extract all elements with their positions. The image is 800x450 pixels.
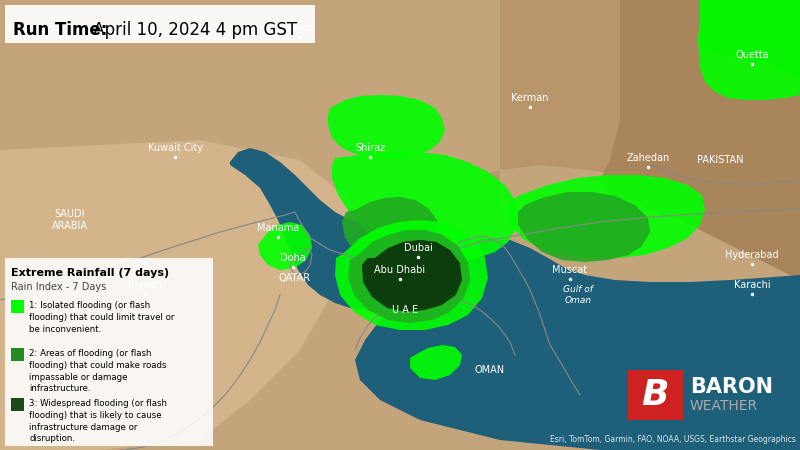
Text: PAKISTAN: PAKISTAN xyxy=(697,155,743,165)
Polygon shape xyxy=(0,140,350,450)
Bar xyxy=(628,370,683,420)
Text: Kerman: Kerman xyxy=(511,93,549,103)
Bar xyxy=(11,398,24,411)
Text: Run Time:: Run Time: xyxy=(13,21,107,39)
Text: Muscat: Muscat xyxy=(553,265,587,275)
Text: BARON: BARON xyxy=(690,377,773,397)
Polygon shape xyxy=(362,240,460,310)
Text: B: B xyxy=(642,378,669,412)
Text: WEATHER: WEATHER xyxy=(690,399,758,413)
Text: Hyderabad: Hyderabad xyxy=(725,250,779,260)
Text: Karachi: Karachi xyxy=(734,280,770,290)
Polygon shape xyxy=(332,152,518,263)
Bar xyxy=(11,348,24,361)
Text: Extreme Rainfall (7 days): Extreme Rainfall (7 days) xyxy=(11,268,169,278)
Text: OMAN: OMAN xyxy=(475,365,505,375)
Text: Ahvaz: Ahvaz xyxy=(285,23,315,33)
Polygon shape xyxy=(600,0,800,280)
Polygon shape xyxy=(230,148,430,310)
Polygon shape xyxy=(342,197,440,265)
Polygon shape xyxy=(258,222,312,270)
Text: U A E: U A E xyxy=(392,305,418,315)
Text: Abu Dhabi: Abu Dhabi xyxy=(374,265,426,275)
Polygon shape xyxy=(410,345,462,380)
Polygon shape xyxy=(700,0,800,80)
Polygon shape xyxy=(348,230,470,323)
Polygon shape xyxy=(362,240,462,312)
Text: Esri, TomTom, Garmin, FAO, NOAA, USGS, Earthstar Geographics: Esri, TomTom, Garmin, FAO, NOAA, USGS, E… xyxy=(550,435,796,444)
Text: 3: Widespread flooding (or flash
flooding) that is likely to cause
infrastructur: 3: Widespread flooding (or flash floodin… xyxy=(29,399,167,443)
Polygon shape xyxy=(698,0,800,100)
Text: Quetta: Quetta xyxy=(735,50,769,60)
Text: Zahedan: Zahedan xyxy=(626,153,670,163)
Text: SAUDI
ARABIA: SAUDI ARABIA xyxy=(52,209,88,231)
Text: 2: Areas of flooding (or flash
flooding) that could make roads
impassable or dam: 2: Areas of flooding (or flash flooding)… xyxy=(29,349,166,393)
Text: Dubai: Dubai xyxy=(403,243,433,253)
Bar xyxy=(11,300,24,313)
Text: 1: Isolated flooding (or flash
flooding) that could limit travel or
be inconveni: 1: Isolated flooding (or flash flooding)… xyxy=(29,301,174,333)
FancyBboxPatch shape xyxy=(5,5,315,43)
Text: Doha: Doha xyxy=(280,253,306,263)
Polygon shape xyxy=(335,220,488,330)
Text: Manama: Manama xyxy=(257,223,299,233)
FancyBboxPatch shape xyxy=(5,258,213,446)
Text: Riyadh: Riyadh xyxy=(128,280,162,290)
Text: April 10, 2024 4 pm GST: April 10, 2024 4 pm GST xyxy=(88,21,297,39)
Polygon shape xyxy=(460,0,800,220)
Polygon shape xyxy=(425,250,465,278)
Text: Kuwait City: Kuwait City xyxy=(147,143,202,153)
Polygon shape xyxy=(518,192,650,262)
Polygon shape xyxy=(362,240,460,310)
Text: Gulf of
Oman: Gulf of Oman xyxy=(563,285,593,305)
Text: QATAR: QATAR xyxy=(279,273,311,283)
Polygon shape xyxy=(508,175,705,258)
Text: Shiraz: Shiraz xyxy=(355,143,385,153)
Polygon shape xyxy=(355,238,800,450)
Polygon shape xyxy=(328,95,445,158)
Text: Rain Index - 7 Days: Rain Index - 7 Days xyxy=(11,282,106,292)
